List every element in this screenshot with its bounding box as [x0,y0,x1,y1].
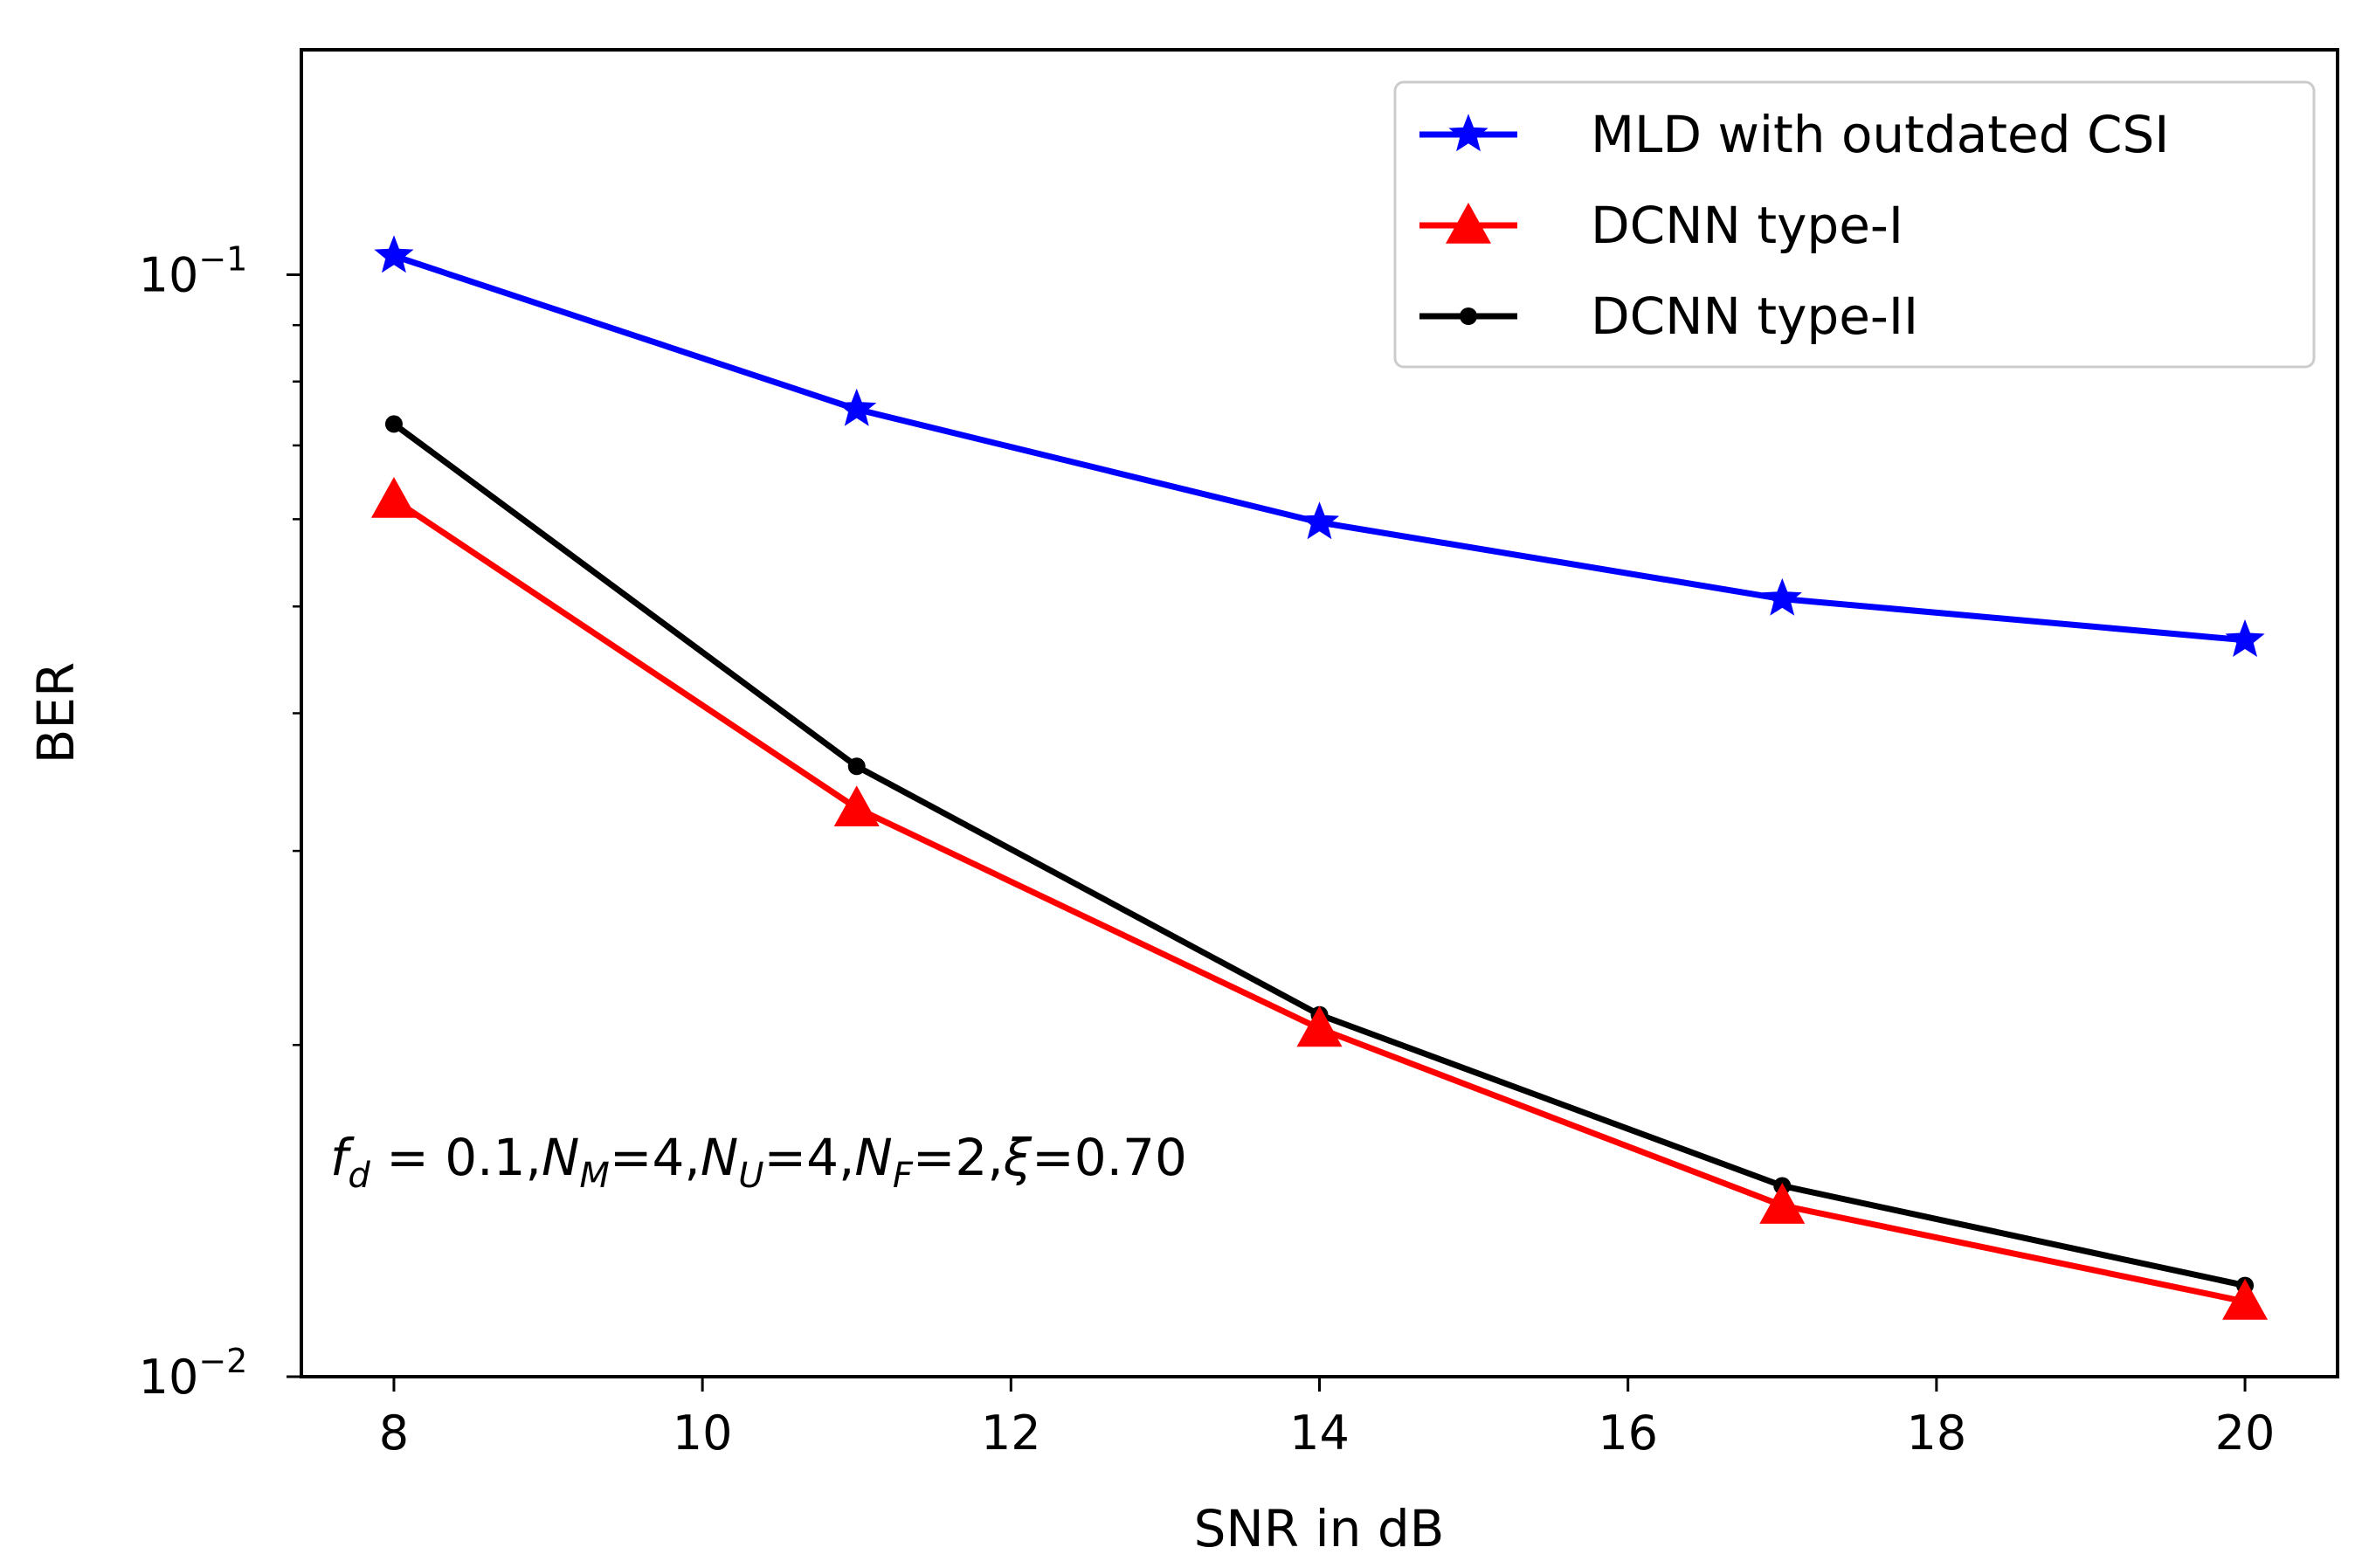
annotation-part: ξ [1003,1128,1033,1187]
annotation-part: =0.70 [1032,1128,1187,1187]
series-star [374,235,2265,658]
data-point [384,415,403,433]
data-point [374,235,414,273]
annotation-part: M [579,1156,610,1196]
legend-label: DCNN type-II [1591,287,1918,346]
annotation-part: =2, [913,1128,1004,1187]
x-tick-label: 20 [2215,1406,2276,1461]
data-point [2222,1278,2269,1320]
legend-item: DCNN type-I [1419,196,1903,255]
x-tick-label: 16 [1598,1406,1658,1461]
legend: MLD with outdated CSI DCNN type-I DCNN typ… [1393,80,2316,369]
annotation-part: F [893,1156,914,1196]
y-axis-label: BER [26,662,86,764]
parameter-annotation: fd = 0.1,NM=4,NU=4,NF=2,ξ=0.70 [330,1128,1187,1196]
ticks-layer: 8 10 12 14 16 18 20 10−2 10−1 [139,239,2276,1461]
annotation-part: U [738,1156,763,1196]
legend-marker [1448,114,1488,152]
legend-item: DCNN type-II [1419,287,1918,346]
x-tick-label: 18 [1907,1406,1967,1461]
annotation-part: d [348,1156,370,1196]
y-tick-label: 10−2 [139,1342,248,1405]
data-point [1759,1183,1806,1224]
annotation-part: =4, [610,1128,701,1187]
data-point [2225,619,2265,658]
data-point [1296,1005,1343,1047]
annotation-part: = 0.1, [370,1128,542,1187]
legend-label: MLD with outdated CSI [1591,105,2169,164]
legend-marker [1446,203,1491,244]
legend-box [1393,80,2316,369]
x-axis-label: SNR in dB [1194,1499,1445,1558]
data-point [847,757,866,776]
x-tick-label: 12 [981,1406,1041,1461]
x-tick-label: 10 [673,1406,733,1461]
data-point [370,476,417,518]
annotation-part: N [854,1128,892,1187]
series-triangle [370,476,2269,1320]
annotation-part: =4, [763,1128,854,1187]
data-point [1299,501,1340,540]
legend-label: DCNN type-I [1591,196,1903,255]
data-point [837,388,877,426]
y-tick-label: 10−1 [139,239,248,302]
plot-layer [370,235,2269,1320]
data-point [833,785,880,827]
x-tick-label: 8 [379,1406,409,1461]
legend-item: MLD with outdated CSI [1419,105,2169,164]
data-point [1762,577,1802,616]
annotation-part: N [701,1128,738,1187]
x-tick-label: 14 [1289,1406,1350,1461]
annotation-part: N [542,1128,579,1187]
legend-marker [1460,307,1477,325]
